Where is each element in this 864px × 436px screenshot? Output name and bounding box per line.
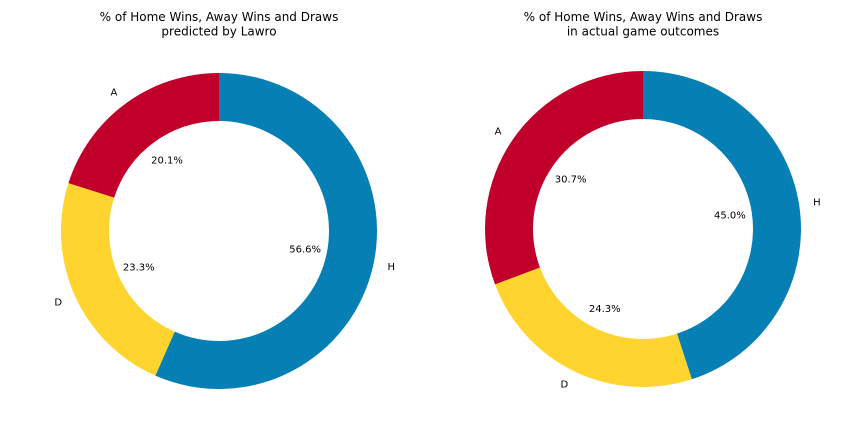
slice-value-label: 56.6% (289, 245, 321, 256)
slice-category-label: H (388, 262, 396, 273)
slice-category-label: A (495, 126, 502, 137)
slice-d (495, 267, 692, 387)
slice-category-label: A (110, 87, 117, 98)
slice-value-label: 30.7% (555, 174, 587, 185)
slice-value-label: 45.0% (714, 211, 746, 222)
donut-chart-lawro: % of Home Wins, Away Wins and Draws predi… (54, 10, 395, 389)
slice-value-label: 23.3% (123, 263, 155, 274)
slice-value-label: 20.1% (151, 155, 183, 166)
slice-h (643, 71, 802, 380)
chart-title: % of Home Wins, Away Wins and Draws in ac… (524, 10, 763, 39)
slice-a (484, 71, 643, 285)
slice-category-label: D (54, 297, 62, 308)
chart-title: % of Home Wins, Away Wins and Draws predi… (100, 10, 339, 39)
slice-category-label: D (561, 380, 569, 391)
slice-d (60, 183, 175, 376)
donut-chart-actual: % of Home Wins, Away Wins and Draws in ac… (484, 10, 821, 391)
slice-value-label: 24.3% (589, 304, 621, 315)
slice-category-label: H (813, 198, 821, 209)
slice-a (68, 73, 219, 198)
slice-h (155, 73, 378, 389)
